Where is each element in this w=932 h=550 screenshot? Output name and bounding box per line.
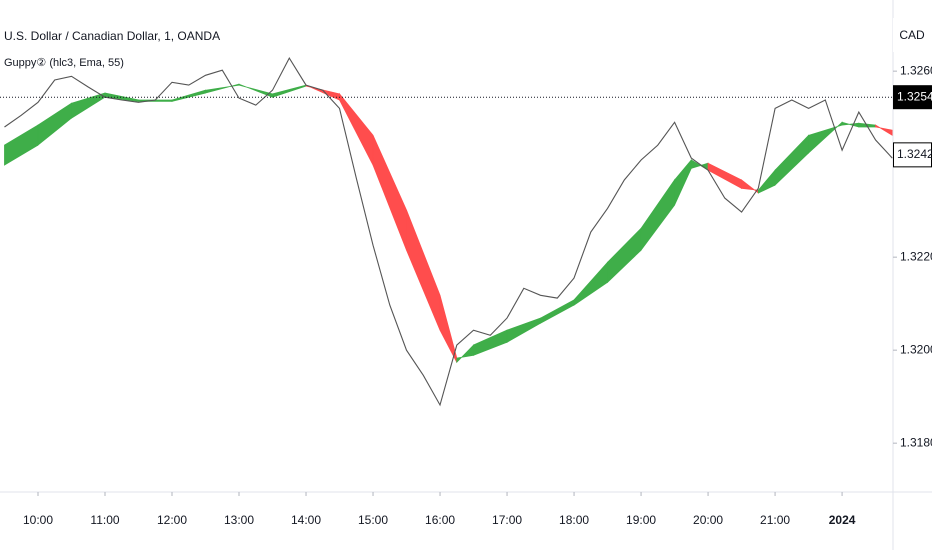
currency-box — [893, 18, 932, 52]
price-label-box — [893, 85, 932, 110]
price-label: 1.32544 — [897, 89, 932, 103]
plot — [4, 56, 893, 407]
x-tick-label: 15:00 — [358, 513, 388, 527]
x-tick-label: 19:00 — [626, 513, 656, 527]
x-tick-label: 10:00 — [23, 513, 53, 527]
x-tick-label: 21:00 — [760, 513, 790, 527]
x-tick-label: 20:00 — [693, 513, 723, 527]
x-tick-label: 2024 — [829, 513, 856, 527]
currency-label: CAD — [899, 28, 925, 42]
y-tick-label: 1.32200 — [900, 249, 932, 263]
x-tick-label: 17:00 — [492, 513, 522, 527]
x-tick-label: 11:00 — [90, 513, 119, 527]
y-tick-label: 1.32000 — [900, 342, 932, 356]
x-tick-label: 18:00 — [559, 513, 589, 527]
price-line — [4, 56, 893, 407]
x-tick-label: 16:00 — [425, 513, 455, 527]
indicator-label: Guppy② (hlc3, Ema, 55) — [4, 57, 124, 69]
x-tick-label: 12:00 — [157, 513, 187, 527]
y-tick-label: 1.31800 — [900, 435, 932, 449]
x-tick-label: 13:00 — [224, 513, 254, 527]
ribbon-segment — [875, 124, 893, 137]
y-tick-label: 1.32600 — [900, 63, 932, 77]
x-tick-label: 14:00 — [291, 513, 321, 527]
chart-title: U.S. Dollar / Canadian Dollar, 1, OANDA — [4, 29, 220, 43]
x-axis-labels: 10:00 11:00 12:00 13:00 14:00 15:00 16:00 17:00… — [23, 492, 856, 527]
price-label: 1.32420 — [897, 147, 932, 161]
